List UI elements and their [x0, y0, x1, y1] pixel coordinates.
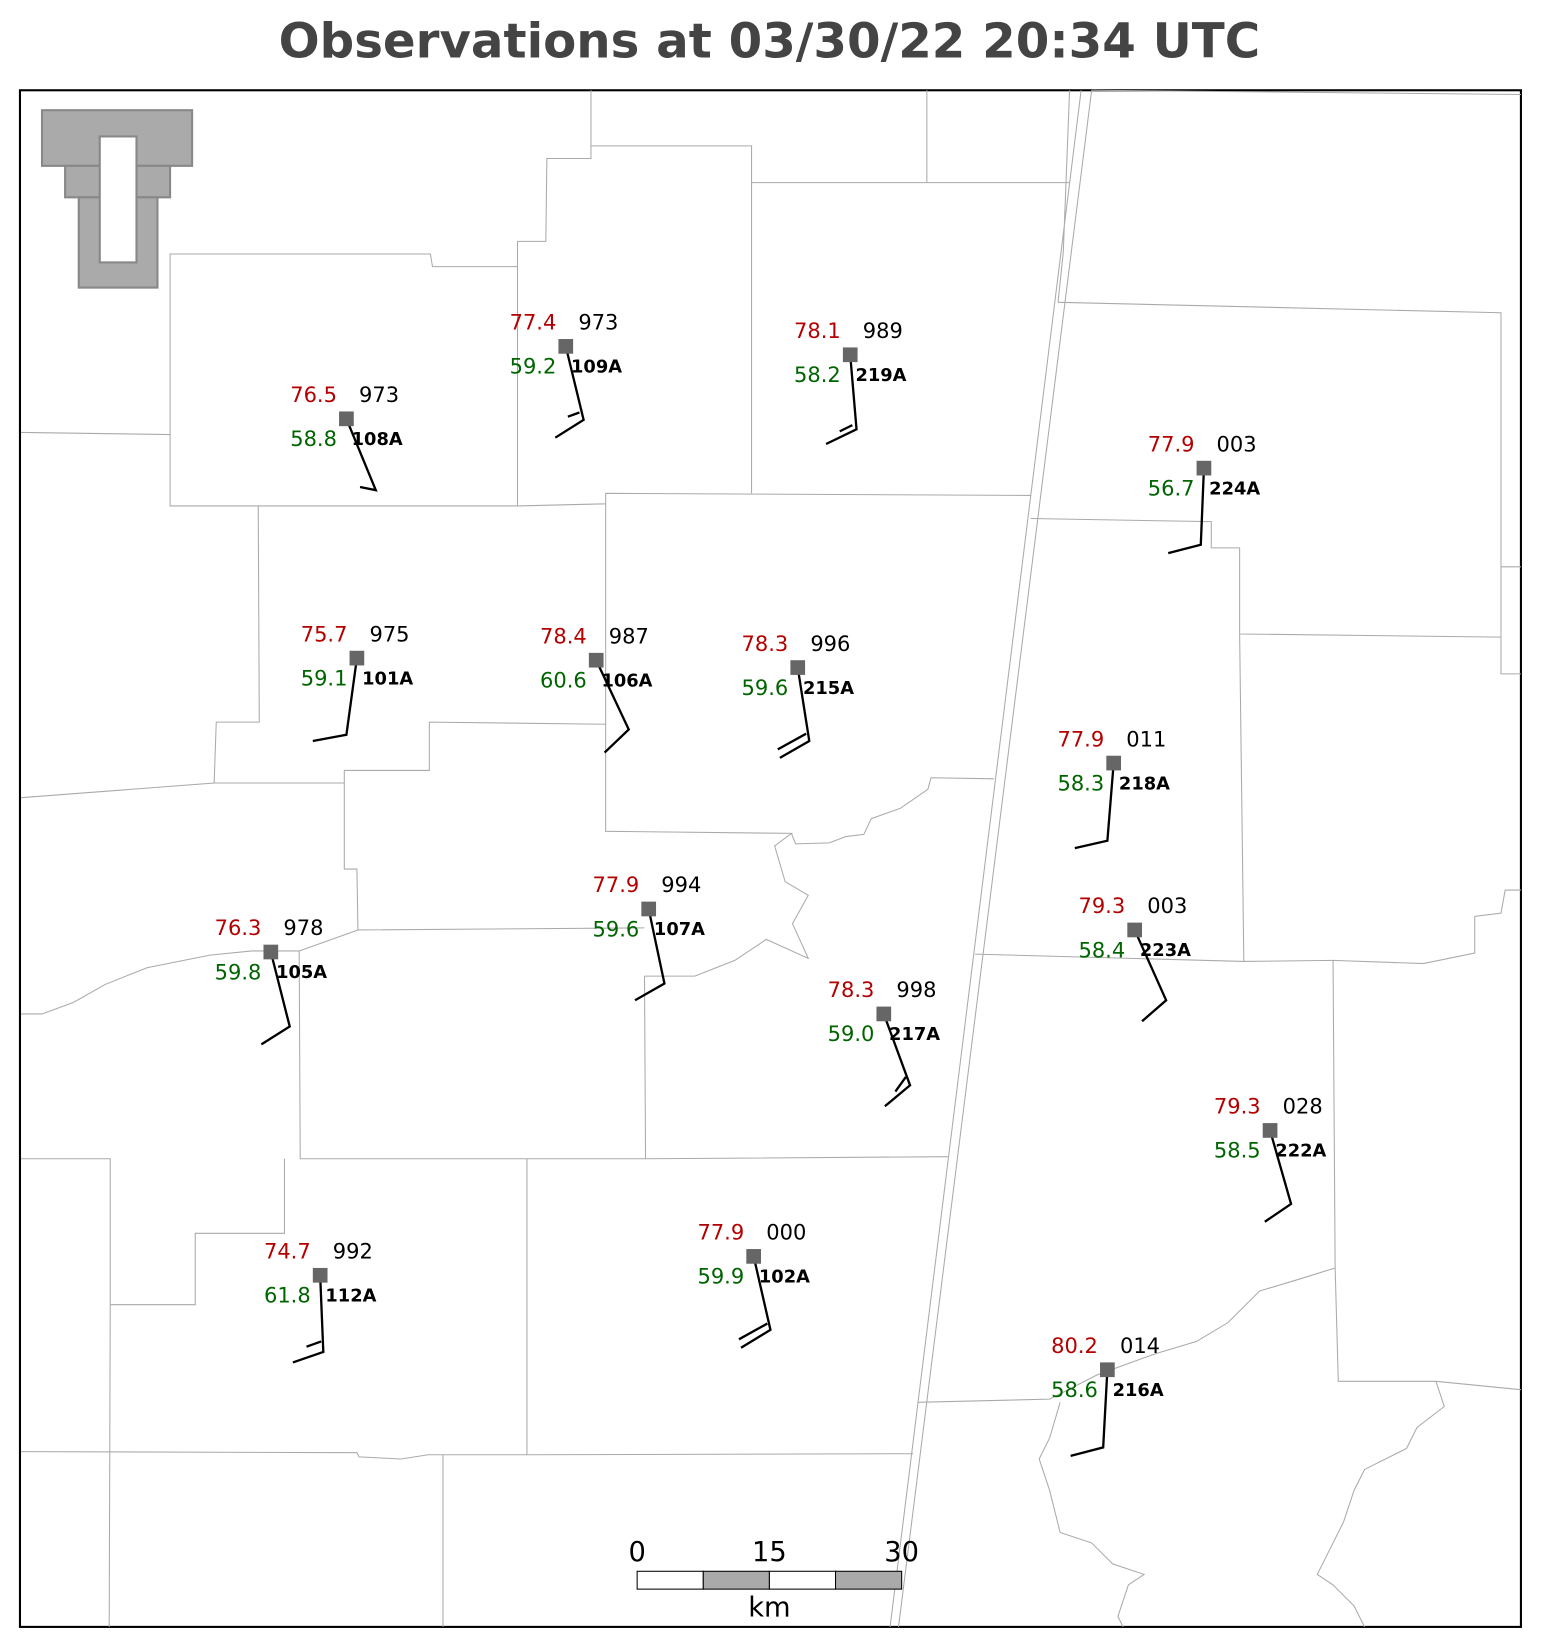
temperature: 77.4: [510, 311, 557, 335]
station-id: 101A: [362, 668, 413, 689]
dewpoint: 59.6: [593, 917, 640, 941]
station-id: 107A: [654, 919, 705, 940]
dewpoint: 58.4: [1078, 938, 1125, 962]
station-marker: [842, 347, 858, 363]
temperature: 80.2: [1051, 1334, 1098, 1358]
station-id: 112A: [325, 1286, 376, 1307]
station-id: 216A: [1113, 1380, 1164, 1401]
station-id: 218A: [1119, 773, 1170, 794]
station-id: 109A: [571, 357, 622, 378]
station-marker: [558, 339, 574, 354]
temperature: 78.4: [540, 624, 587, 648]
station-marker: [1196, 460, 1212, 476]
scale-segment: [636, 1570, 704, 1590]
temperature: 74.7: [264, 1239, 311, 1263]
scale-tick-label: 30: [884, 1537, 919, 1568]
station-id: 222A: [1275, 1141, 1326, 1162]
pressure: 992: [333, 1239, 373, 1263]
station-marker: [312, 1267, 328, 1283]
station-marker: [641, 901, 657, 917]
temperature: 78.1: [794, 319, 841, 343]
pressure: 975: [369, 622, 409, 646]
dewpoint: 61.8: [264, 1284, 311, 1308]
dewpoint: 58.2: [794, 363, 841, 387]
station-marker: [349, 650, 365, 666]
scale-unit: km: [748, 1592, 790, 1623]
temperature: 77.9: [697, 1221, 744, 1245]
pressure: 014: [1120, 1334, 1160, 1358]
pressure: 978: [283, 916, 323, 940]
station-marker: [339, 411, 354, 427]
pressure: 973: [578, 311, 618, 335]
dewpoint: 58.8: [290, 427, 337, 451]
station-marker: [746, 1249, 762, 1264]
station-marker: [263, 944, 279, 960]
dewpoint: 59.2: [510, 355, 557, 379]
station-marker: [588, 652, 604, 668]
station-id: 219A: [855, 365, 906, 386]
title: Observations at 03/30/22 20:34 UTC: [279, 14, 1261, 70]
county-lines: [20, 89, 1521, 1628]
temperature: 78.3: [828, 978, 875, 1002]
dewpoint: 60.6: [540, 669, 587, 693]
pressure: 011: [1126, 727, 1166, 751]
temperature: 78.3: [742, 632, 789, 656]
scale-tick-label: 15: [752, 1537, 787, 1568]
station-id: 223A: [1140, 940, 1191, 961]
scale-segment: [702, 1570, 770, 1590]
station-marker: [790, 660, 806, 675]
dewpoint: 58.6: [1051, 1378, 1098, 1402]
pressure: 989: [863, 319, 903, 343]
station-id: 102A: [759, 1267, 810, 1288]
temperature: 77.9: [593, 873, 640, 897]
dewpoint: 59.8: [215, 960, 262, 984]
station-id: 105A: [276, 962, 327, 983]
station-marker: [1106, 755, 1122, 771]
pressure: 987: [609, 624, 649, 648]
station-id: 215A: [803, 678, 854, 699]
station-id: 108A: [352, 429, 403, 450]
station-id: 217A: [889, 1024, 940, 1045]
dewpoint: 58.3: [1057, 771, 1104, 795]
pressure: 973: [359, 383, 399, 407]
dewpoint: 59.0: [828, 1022, 875, 1046]
temperature: 77.9: [1057, 727, 1104, 751]
temperature: 75.7: [301, 622, 348, 646]
scale-segment: [768, 1570, 837, 1590]
temperature: 76.5: [290, 383, 337, 407]
pressure: 000: [766, 1221, 806, 1245]
pressure: 994: [661, 873, 701, 897]
pressure: 003: [1217, 432, 1257, 456]
dewpoint: 56.7: [1148, 476, 1195, 500]
station-marker: [1100, 1362, 1115, 1378]
dewpoint: 59.6: [742, 676, 789, 700]
temperature: 76.3: [215, 916, 262, 940]
scale-tick-label: 0: [628, 1537, 645, 1568]
temperature: 77.9: [1148, 432, 1195, 456]
wind-barbs: [260, 346, 1293, 1457]
station-id: 106A: [601, 670, 652, 691]
station-marker: [1127, 922, 1143, 938]
dewpoint: 59.1: [301, 666, 348, 690]
temperature: 79.3: [1078, 894, 1125, 918]
pressure: 998: [896, 978, 936, 1002]
scale-segment: [835, 1570, 903, 1590]
pressure: 028: [1283, 1095, 1323, 1119]
pressure: 003: [1147, 894, 1187, 918]
dewpoint: 59.9: [697, 1265, 744, 1289]
temperature: 79.3: [1214, 1095, 1261, 1119]
map-frame: [18, 89, 1522, 1628]
pressure: 996: [810, 632, 850, 656]
station-marker: [876, 1006, 892, 1022]
station-id: 224A: [1209, 478, 1260, 499]
logo: [40, 109, 194, 289]
station-marker: [1262, 1123, 1278, 1138]
dewpoint: 58.5: [1214, 1139, 1261, 1163]
